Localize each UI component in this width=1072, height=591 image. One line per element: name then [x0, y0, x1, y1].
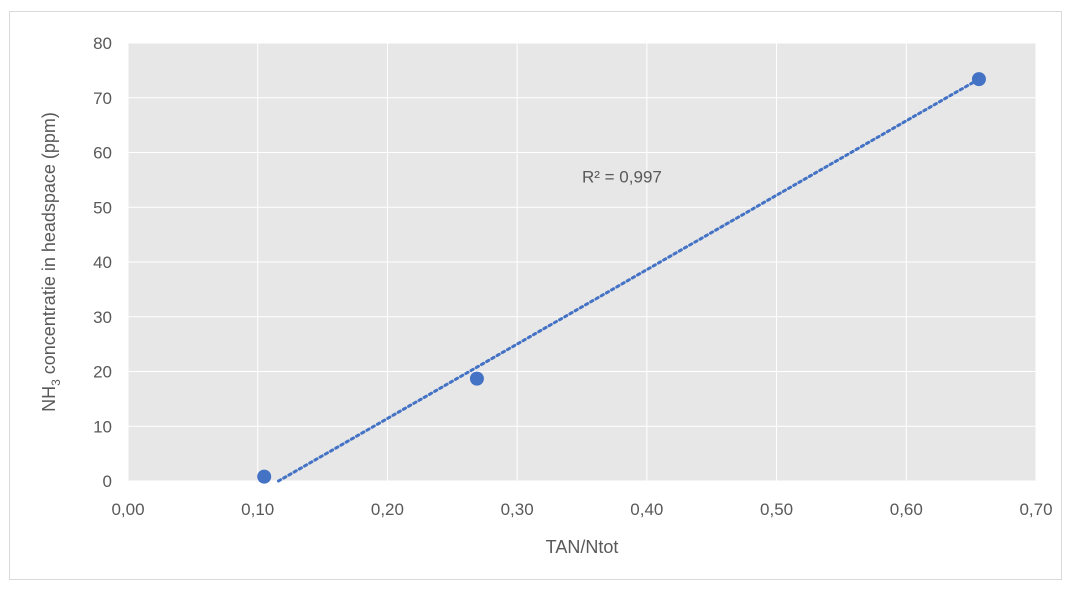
trendline: [276, 77, 981, 483]
y-tick-label: 0: [103, 472, 112, 491]
x-tick-label: 0,70: [1019, 500, 1052, 519]
x-tick-label: 0,50: [760, 500, 793, 519]
y-tick-label: 50: [93, 198, 112, 217]
x-axis-title: TAN/Ntot: [546, 537, 619, 557]
data-point: [257, 469, 272, 484]
y-tick-label: 80: [93, 34, 112, 53]
x-tick-label: 0,60: [890, 500, 923, 519]
y-axis-title-suffix: concentratie in headspace (ppm): [39, 112, 59, 379]
y-tick-label: 10: [93, 417, 112, 436]
y-tick-label: 70: [93, 89, 112, 108]
y-axis-title: NH3 concentratie in headspace (ppm): [39, 112, 63, 412]
x-tick-label: 0,00: [111, 500, 144, 519]
data-point: [469, 371, 484, 386]
r-squared-label: R² = 0,997: [582, 168, 662, 187]
x-tick-label: 0,40: [630, 500, 663, 519]
data-points: [257, 72, 986, 484]
y-tick-label: 60: [93, 144, 112, 163]
chart-frame: 0 10 20 30 40 50 60 70 80 0,00 0,10 0,20 0,30 0,40 0,…: [9, 11, 1062, 580]
data-point: [971, 72, 986, 87]
gridlines: [127, 42, 1037, 482]
x-tick-label: 0,10: [241, 500, 274, 519]
annotations: R² = 0,997: [582, 168, 662, 187]
y-tick-label: 40: [93, 253, 112, 272]
y-tick-label: 30: [93, 308, 112, 327]
x-axis-ticks: 0,00 0,10 0,20 0,30 0,40 0,50 0,60 0,70: [111, 500, 1052, 519]
x-tick-label: 0,30: [501, 500, 534, 519]
y-axis-ticks: 0 10 20 30 40 50 60 70 80: [93, 34, 112, 491]
x-tick-label: 0,20: [371, 500, 404, 519]
y-tick-label: 20: [93, 363, 112, 382]
y-axis-title-prefix: NH: [39, 386, 59, 412]
y-axis-title-subscript: 3: [49, 379, 63, 386]
